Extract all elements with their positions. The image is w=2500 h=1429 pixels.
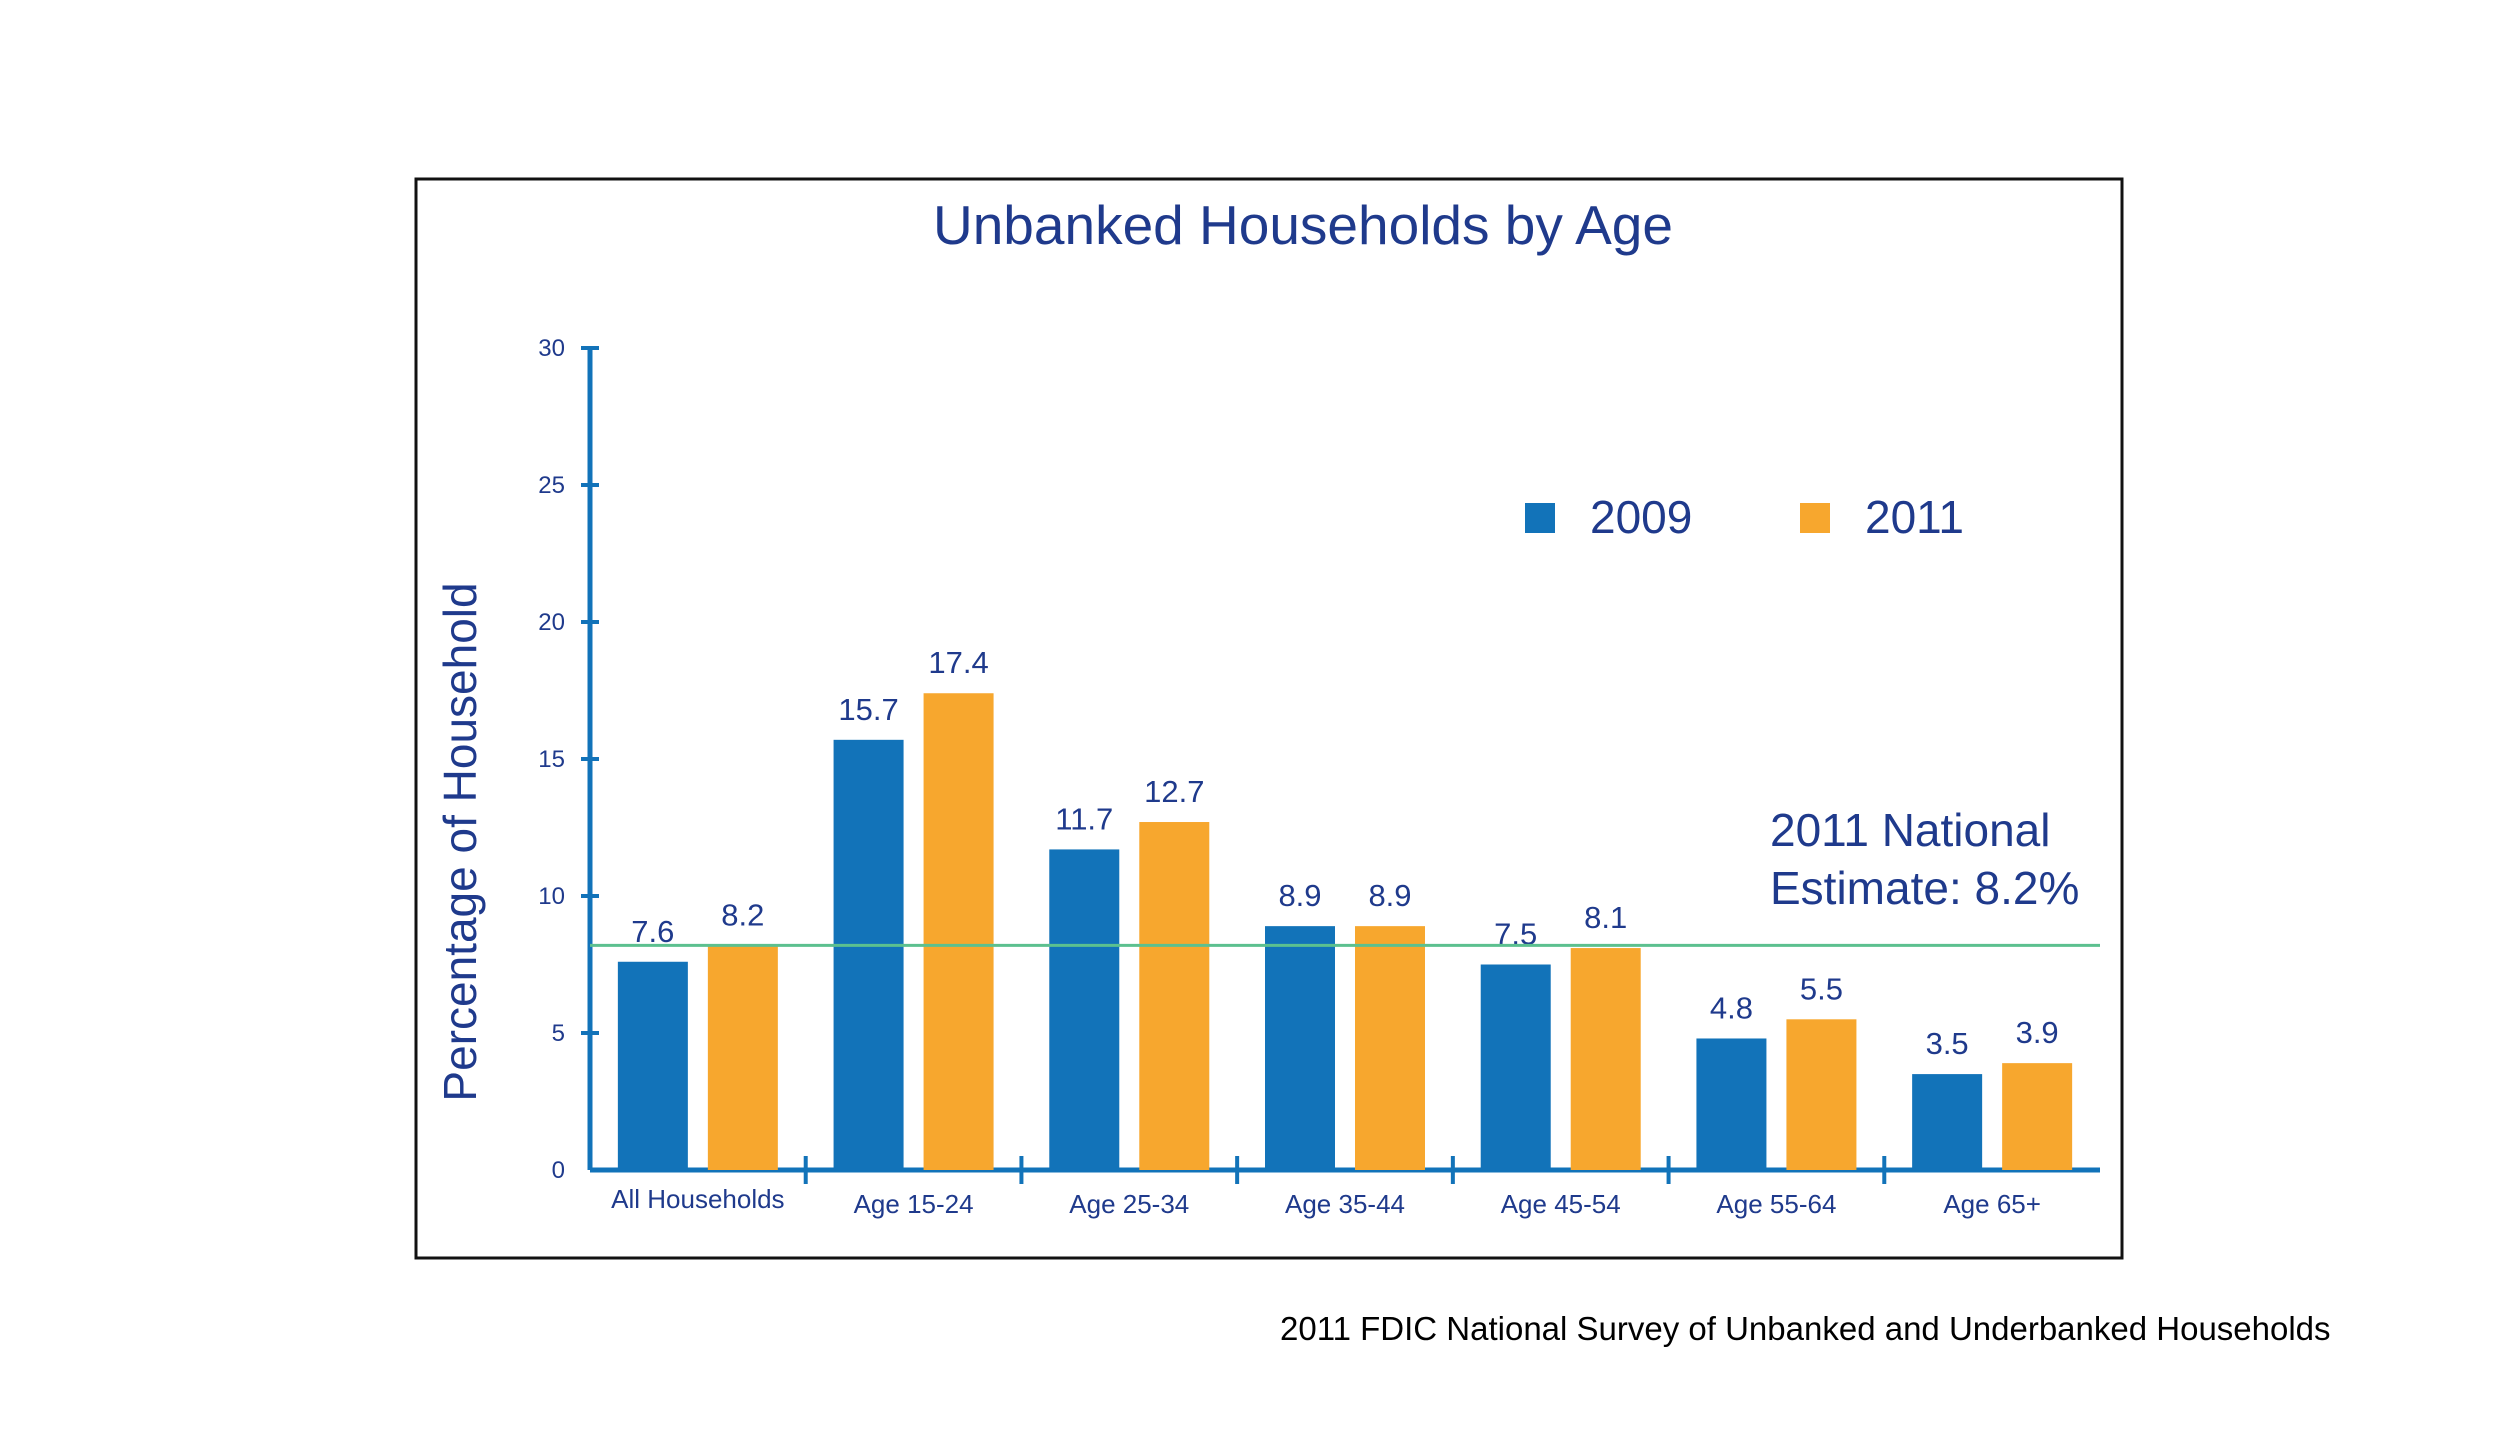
y-tick-label: 20 bbox=[538, 609, 565, 636]
value-label: 12.7 bbox=[1144, 774, 1204, 809]
x-category-label: Age 25-34 bbox=[1069, 1189, 1189, 1219]
x-category-label: Age 15-24 bbox=[854, 1189, 974, 1219]
legend-swatch-2009 bbox=[1525, 503, 1555, 533]
x-category-label: All Households bbox=[611, 1184, 784, 1214]
legend-swatch-2011 bbox=[1800, 503, 1830, 533]
x-category-label: Age 45-54 bbox=[1501, 1189, 1621, 1219]
bar-2009-5 bbox=[1696, 1038, 1766, 1170]
value-label: 3.5 bbox=[1926, 1026, 1969, 1061]
bar-2009-4 bbox=[1481, 965, 1551, 1171]
y-tick-label: 25 bbox=[538, 472, 565, 499]
source-caption: 2011 FDIC National Survey of Unbanked an… bbox=[1280, 1310, 2331, 1348]
national-estimate-note-line2: Estimate: 8.2% bbox=[1770, 862, 2079, 914]
chart: Unbanked Households by Age Percentage of… bbox=[0, 0, 2500, 1429]
y-tick-label: 15 bbox=[538, 746, 565, 773]
y-axis-label: Percentage of Household bbox=[434, 582, 486, 1101]
value-label: 8.1 bbox=[1584, 900, 1627, 935]
plot-area: 0510152025307.615.711.78.97.54.83.58.217… bbox=[538, 335, 2100, 1219]
bar-2011-3 bbox=[1355, 926, 1425, 1170]
bar-2009-3 bbox=[1265, 926, 1335, 1170]
y-tick-label: 30 bbox=[538, 335, 565, 362]
x-category-label: Age 35-44 bbox=[1285, 1189, 1405, 1219]
value-label: 8.2 bbox=[721, 897, 764, 932]
value-label: 15.7 bbox=[838, 692, 898, 727]
bar-2011-2 bbox=[1139, 822, 1209, 1170]
x-category-label: Age 65+ bbox=[1943, 1189, 2041, 1219]
bar-2009-2 bbox=[1049, 849, 1119, 1170]
y-tick-label: 10 bbox=[538, 883, 565, 910]
x-category-label: Age 55-64 bbox=[1716, 1189, 1836, 1219]
value-label: 5.5 bbox=[1800, 971, 1843, 1006]
value-label: 7.6 bbox=[631, 914, 674, 949]
y-tick-label: 0 bbox=[552, 1157, 565, 1184]
chart-title: Unbanked Households by Age bbox=[933, 194, 1673, 256]
value-label: 8.9 bbox=[1368, 878, 1411, 913]
value-label: 17.4 bbox=[928, 645, 988, 680]
legend-label-2009: 2009 bbox=[1590, 491, 1692, 543]
national-estimate-note-line1: 2011 National bbox=[1770, 804, 2050, 856]
bar-2011-6 bbox=[2002, 1063, 2072, 1170]
y-tick-label: 5 bbox=[552, 1020, 565, 1047]
value-label: 8.9 bbox=[1278, 878, 1321, 913]
bar-2009-6 bbox=[1912, 1074, 1982, 1170]
value-label: 4.8 bbox=[1710, 990, 1753, 1025]
bar-2009-1 bbox=[834, 740, 904, 1170]
value-label: 11.7 bbox=[1055, 801, 1113, 836]
bar-2009-0 bbox=[618, 962, 688, 1170]
bar-2011-0 bbox=[708, 945, 778, 1170]
bar-2011-5 bbox=[1786, 1019, 1856, 1170]
value-label: 3.9 bbox=[2016, 1015, 2059, 1050]
bar-2011-1 bbox=[924, 693, 994, 1170]
legend-label-2011: 2011 bbox=[1865, 491, 1964, 543]
bar-2011-4 bbox=[1571, 948, 1641, 1170]
